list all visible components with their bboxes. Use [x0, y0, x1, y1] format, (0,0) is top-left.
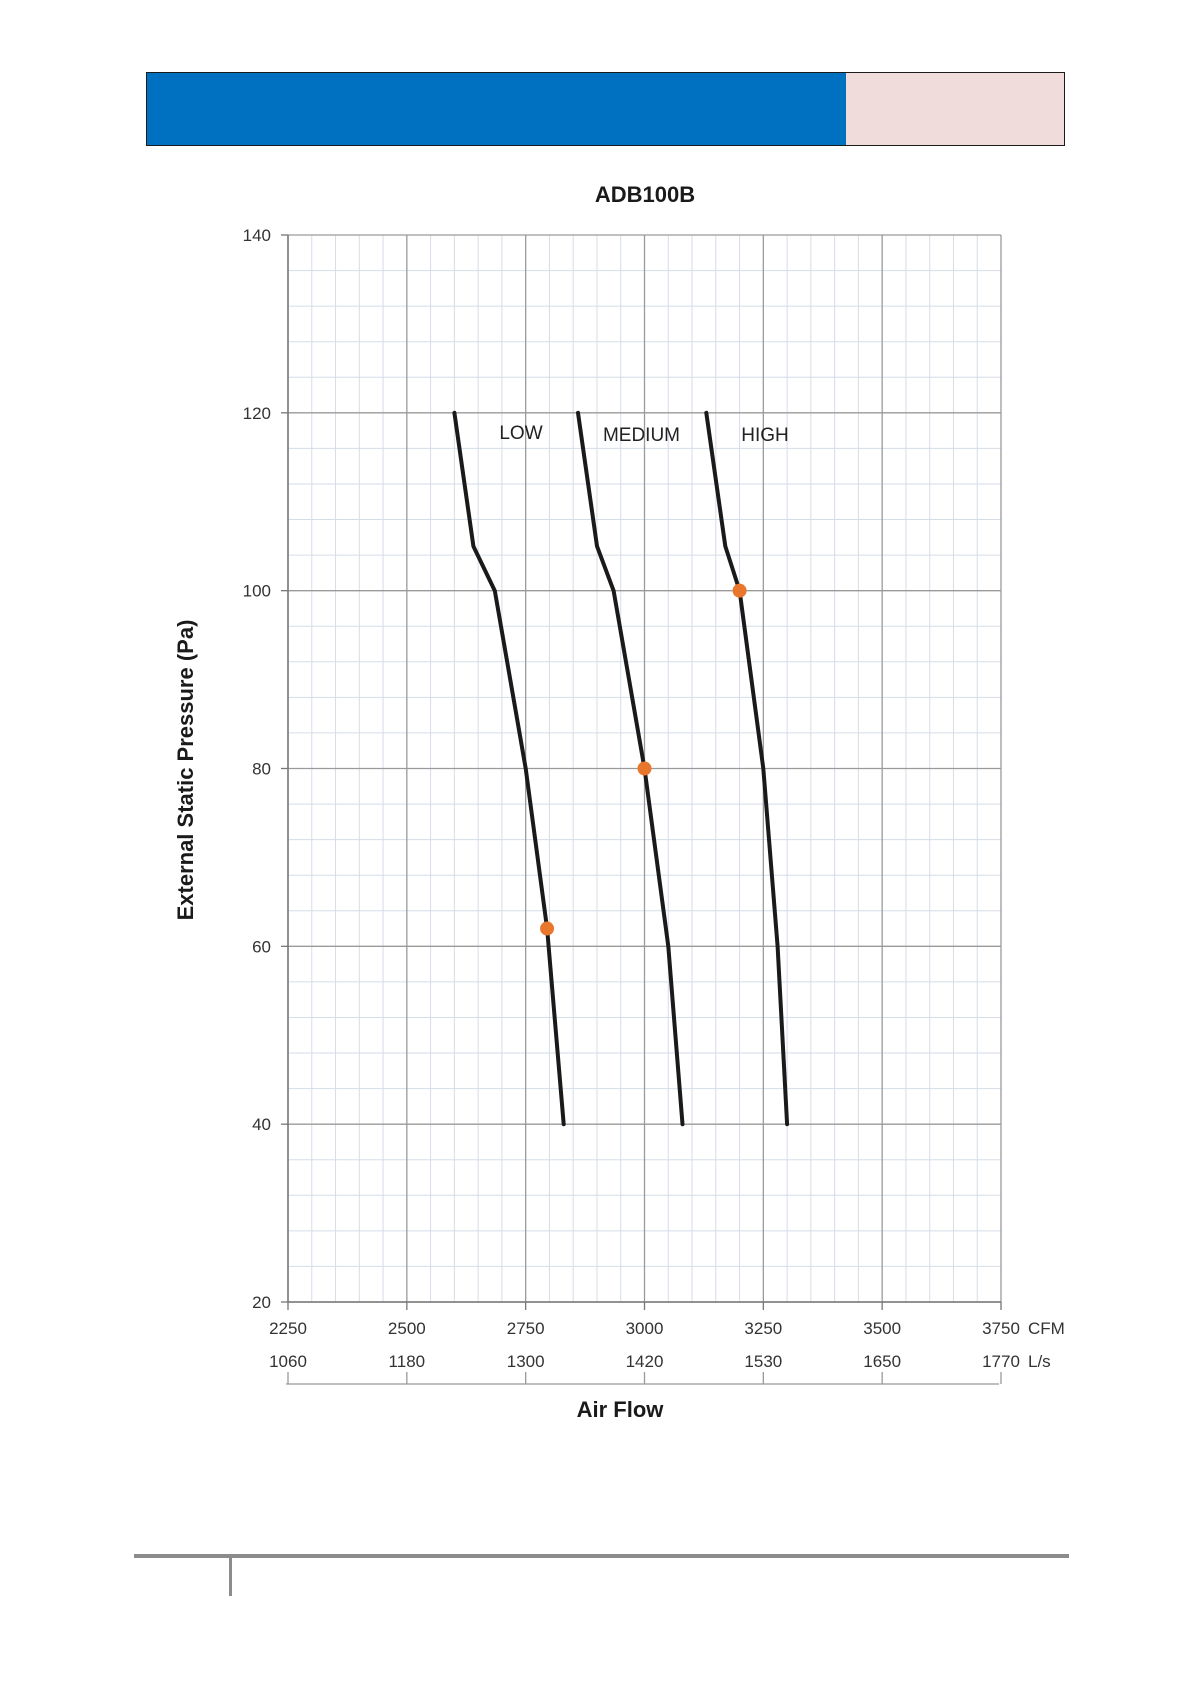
x-tick-label: 3250 [744, 1319, 782, 1338]
y-tick-label: 140 [243, 226, 271, 245]
y-tick-label: 20 [252, 1293, 271, 1312]
curve-medium [576, 410, 685, 1127]
x-unit-ls: L/s [1028, 1352, 1051, 1371]
x-tick-label: 2500 [388, 1319, 426, 1338]
x2-tick-label: 1650 [863, 1352, 901, 1371]
operating-point-low [540, 921, 555, 936]
x-tick-label: 2750 [507, 1319, 545, 1338]
x-axis-label: Air Flow [577, 1397, 665, 1422]
x2-tick-label: 1530 [744, 1352, 782, 1371]
x2-tick-label: 1300 [507, 1352, 545, 1371]
x2-tick-label: 1420 [626, 1352, 664, 1371]
y-tick-label: 100 [243, 582, 271, 601]
x-tick-label: 3000 [626, 1319, 664, 1338]
header-box [846, 72, 1065, 146]
footer-tick [229, 1558, 232, 1596]
series-label-medium: MEDIUM [603, 425, 680, 446]
x2-tick-label: 1770 [982, 1352, 1020, 1371]
x2-tick-label: 1180 [389, 1352, 426, 1371]
y-tick-label: 60 [252, 937, 271, 956]
x2-tick-label: 1060 [269, 1352, 307, 1371]
x-tick-label: 3500 [863, 1319, 901, 1338]
curve-low [452, 410, 566, 1127]
series-label-low: LOW [499, 423, 542, 444]
x-tick-label: 2250 [269, 1319, 307, 1338]
footer-rule [134, 1554, 1069, 1558]
chart-axes: 20 40 60 80 100 120 140 2250 2500 2750 3000 3250 350… [243, 226, 1020, 1385]
chart-curves [452, 410, 790, 1127]
header-bar [146, 72, 848, 146]
x-unit-cfm: CFM [1028, 1319, 1065, 1338]
x-tick-label: 3750 [982, 1319, 1020, 1338]
chart-title: ADB100B [595, 182, 695, 207]
operating-point-medium [637, 761, 652, 776]
series-label-high: HIGH [741, 425, 789, 446]
y-tick-label: 80 [252, 760, 271, 779]
chart-labels: LOW MEDIUM HIGH [499, 423, 788, 446]
y-tick-label: 40 [252, 1115, 271, 1134]
y-axis-label: External Static Pressure (Pa) [173, 620, 198, 921]
y-tick-label: 120 [243, 404, 271, 423]
curve-high [704, 410, 790, 1127]
operating-point-high [732, 583, 747, 598]
